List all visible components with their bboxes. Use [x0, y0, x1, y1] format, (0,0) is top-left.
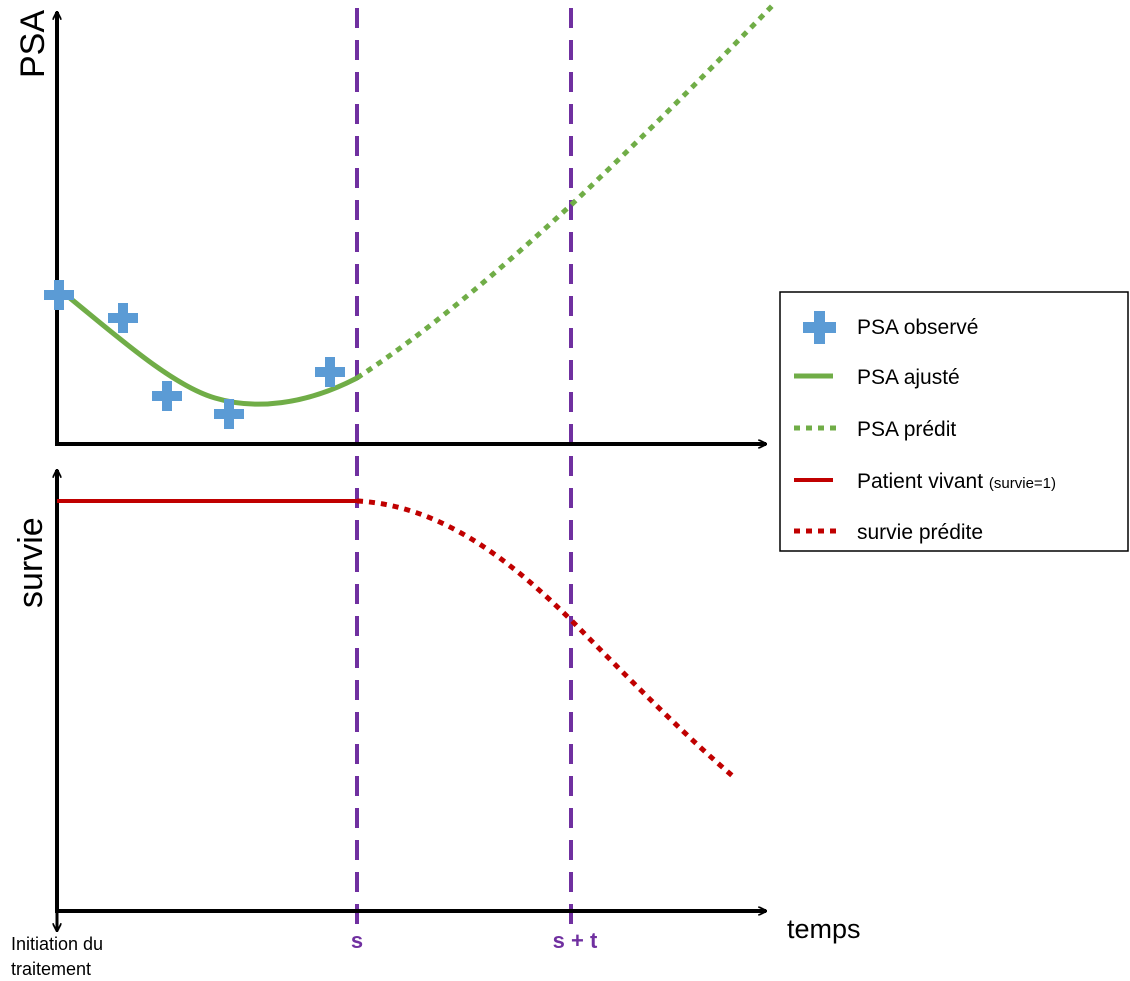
psa-axis-label: PSA [14, 10, 52, 78]
plus-marker-icon [803, 311, 836, 344]
psa-observed-markers [44, 280, 345, 429]
plus-marker-icon [44, 280, 74, 310]
plus-marker-icon [152, 381, 182, 411]
survie-axis-label: survie [12, 517, 50, 608]
legend-label-survival-predicted: survie prédite [857, 521, 983, 544]
origin-label-line1: Initiation du [11, 934, 103, 954]
legend-label-predicted: PSA prédit [857, 418, 956, 441]
survival-predicted-curve [356, 498, 737, 780]
st-marker-label: s + t [553, 928, 598, 953]
psa-predicted-curve [355, 4, 774, 381]
legend-label-observed: PSA observé [857, 316, 978, 339]
plus-marker-icon [214, 399, 244, 429]
legend-label-alive: Patient vivant (survie=1) [857, 470, 1056, 493]
plus-marker-icon [315, 357, 345, 387]
origin-label-line2: traitement [11, 959, 91, 979]
plus-marker-icon [108, 303, 138, 333]
psa-fitted-curve [58, 288, 359, 407]
legend: PSA observé PSA ajusté PSA prédit Patien… [779, 291, 1129, 552]
legend-box [779, 291, 1129, 552]
legend-label-alive-main: Patient vivant [857, 470, 989, 493]
legend-label-alive-suffix: (survie=1) [989, 475, 1056, 492]
time-axis-label: temps [787, 914, 861, 944]
s-marker-label: s [351, 928, 363, 953]
legend-label-fitted: PSA ajusté [857, 366, 960, 389]
